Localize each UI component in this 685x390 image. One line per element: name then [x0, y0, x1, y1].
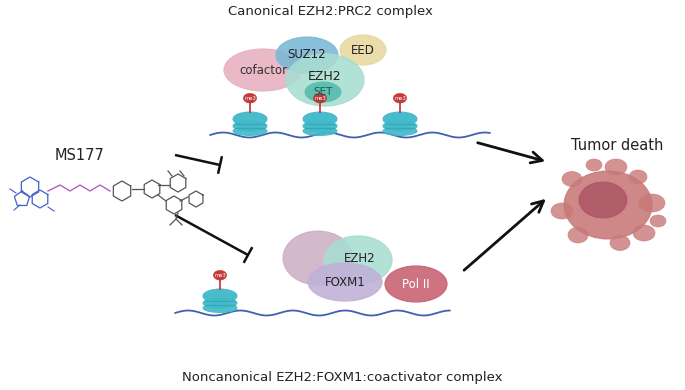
Text: SUZ12: SUZ12: [288, 48, 326, 62]
Ellipse shape: [586, 159, 602, 171]
Ellipse shape: [383, 112, 417, 126]
Ellipse shape: [243, 93, 257, 103]
Ellipse shape: [233, 121, 267, 131]
Ellipse shape: [568, 227, 588, 243]
Ellipse shape: [276, 37, 338, 73]
Text: FOXM1: FOXM1: [325, 275, 365, 289]
Ellipse shape: [562, 172, 582, 186]
Ellipse shape: [203, 298, 237, 308]
Ellipse shape: [203, 303, 237, 312]
Ellipse shape: [340, 35, 386, 65]
Ellipse shape: [286, 54, 364, 106]
Ellipse shape: [224, 49, 302, 91]
Text: EED: EED: [351, 44, 375, 57]
Ellipse shape: [650, 215, 666, 227]
Ellipse shape: [629, 170, 647, 184]
Ellipse shape: [324, 236, 392, 284]
Text: me3: me3: [314, 96, 326, 101]
Ellipse shape: [233, 112, 267, 126]
Text: SET: SET: [313, 87, 333, 97]
Ellipse shape: [383, 126, 417, 135]
Text: Tumor death: Tumor death: [571, 138, 663, 152]
Ellipse shape: [383, 121, 417, 131]
Ellipse shape: [579, 182, 627, 218]
Text: EZH2: EZH2: [308, 69, 342, 83]
Ellipse shape: [639, 194, 665, 212]
Ellipse shape: [303, 121, 337, 131]
Text: Canonical EZH2:PRC2 complex: Canonical EZH2:PRC2 complex: [227, 5, 432, 18]
Text: EZH2: EZH2: [344, 252, 376, 264]
Ellipse shape: [605, 159, 627, 175]
Ellipse shape: [308, 263, 382, 301]
Ellipse shape: [314, 93, 327, 103]
Text: cofactor: cofactor: [239, 64, 287, 76]
Text: Noncanonical EZH2:FOXM1:coactivator complex: Noncanonical EZH2:FOXM1:coactivator comp…: [182, 372, 502, 385]
Ellipse shape: [303, 126, 337, 135]
Ellipse shape: [303, 112, 337, 126]
Text: me3: me3: [394, 96, 406, 101]
Ellipse shape: [551, 203, 573, 219]
Ellipse shape: [305, 82, 341, 102]
Ellipse shape: [214, 270, 227, 280]
Ellipse shape: [283, 231, 353, 285]
Ellipse shape: [385, 266, 447, 302]
Ellipse shape: [564, 171, 652, 239]
Text: me3: me3: [214, 273, 226, 278]
Ellipse shape: [633, 225, 655, 241]
Ellipse shape: [233, 126, 267, 135]
Ellipse shape: [203, 289, 237, 303]
Text: Pol II: Pol II: [402, 278, 429, 291]
Text: MS177: MS177: [55, 147, 105, 163]
Text: me3: me3: [244, 96, 256, 101]
Ellipse shape: [393, 93, 407, 103]
Ellipse shape: [610, 236, 630, 250]
